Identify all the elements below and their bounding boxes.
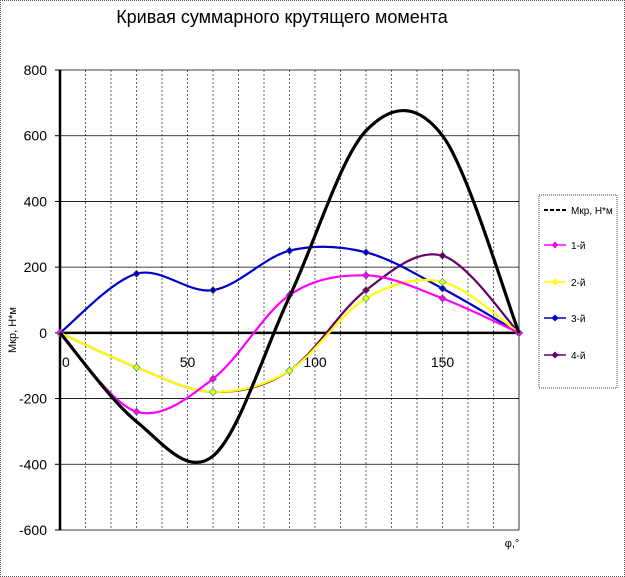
- series-point: [132, 363, 141, 372]
- legend-label: Мкр, Н*м: [571, 206, 613, 217]
- x-tick-label: 0: [62, 354, 70, 370]
- legend-label: 3-й: [571, 314, 585, 325]
- series-point: [362, 294, 370, 303]
- x-tick-labels: 0 50 100 150: [62, 354, 454, 370]
- chart-title: Кривая суммарного крутящего момента: [116, 7, 449, 27]
- y-tick-label: -200: [19, 391, 47, 407]
- x-tick-label: 150: [431, 354, 455, 370]
- legend-marker: [551, 278, 559, 286]
- y-tick-label: 0: [39, 325, 47, 341]
- x-axis-label: φ,°: [505, 538, 520, 550]
- legend: Мкр, Н*м 1-й 2-й 3-й 4-й: [538, 194, 618, 389]
- y-tick-label: 800: [24, 62, 48, 78]
- legend-label: 1-й: [571, 241, 585, 252]
- series-point: [362, 286, 370, 295]
- legend-marker: [551, 241, 559, 249]
- series-point: [132, 407, 141, 416]
- legend-marker: [551, 314, 559, 322]
- series-point: [285, 246, 294, 255]
- y-tick-label: 600: [24, 128, 48, 144]
- legend-marker: [551, 351, 559, 359]
- legend-label: 2-й: [571, 278, 585, 289]
- series-point: [209, 388, 217, 396]
- legend-box: [538, 194, 618, 389]
- series-point: [132, 269, 141, 278]
- series-point: [438, 284, 447, 293]
- series-line: [58, 109, 521, 464]
- y-tick-label: -400: [19, 456, 47, 472]
- y-axis-label: Мкр, Н*м: [7, 307, 19, 353]
- series-point: [285, 366, 294, 375]
- y-tick-labels: -600 -400 -200 0 200 400 600 800: [19, 62, 47, 538]
- series-point: [362, 248, 370, 257]
- x-tick-label: 50: [180, 354, 196, 370]
- series-point: [362, 271, 370, 280]
- series-lines: [56, 109, 523, 464]
- grid-lines: [60, 70, 519, 531]
- axes: [55, 69, 520, 531]
- y-tick-label: 400: [24, 193, 48, 209]
- x-tick-label: 100: [303, 354, 327, 370]
- series-point: [438, 294, 447, 303]
- y-tick-label: 200: [24, 259, 48, 275]
- series-point: [438, 277, 447, 286]
- y-tick-label: -600: [19, 522, 47, 538]
- series-point: [438, 251, 447, 260]
- series-point: [209, 286, 217, 295]
- legend-label: 4-й: [571, 351, 585, 362]
- series-point: [209, 374, 217, 383]
